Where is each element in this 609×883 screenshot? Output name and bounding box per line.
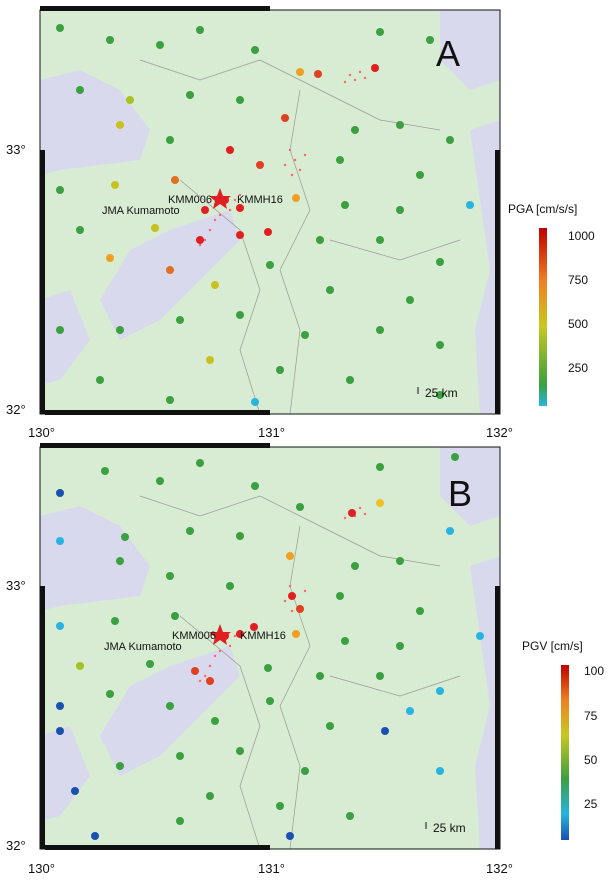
station-label-jma-kumamoto: JMA Kumamoto <box>104 641 182 653</box>
land-area <box>40 10 500 414</box>
boundary-line <box>139 495 441 567</box>
colorbar-title: PGV [cm/s] <box>522 639 583 653</box>
frame-bar <box>495 150 500 414</box>
boundary-line <box>139 59 441 131</box>
station-label-kmmh16: KMMH16 <box>240 630 286 642</box>
colorbar-tick: 500 <box>568 317 588 331</box>
frame-bar <box>40 443 270 448</box>
ariake-sea <box>40 70 150 175</box>
colorbar-tick: 50 <box>584 753 598 767</box>
colorbar-tick: 250 <box>568 361 588 375</box>
panel-a: KMM006 KMMH16 JMA Kumamoto A 25 km 33° 3… <box>0 0 609 441</box>
station-label-kmm006: KMM006 <box>172 630 216 642</box>
lat-label-33: 33° <box>6 578 26 593</box>
lon-label-130: 130° <box>28 425 55 440</box>
pga-map: KMM006 KMMH16 JMA Kumamoto A 25 km 33° 3… <box>6 6 595 440</box>
boundary-line <box>329 239 461 261</box>
colorbar <box>539 228 547 406</box>
land-area <box>40 447 500 849</box>
frame-bar <box>40 150 45 414</box>
lat-label-32: 32° <box>6 402 26 417</box>
lon-label-131: 131° <box>258 425 285 440</box>
pgv-map: KMM006 KMMH16 JMA Kumamoto B 25 km 33° 3… <box>6 443 604 876</box>
suo-sea <box>440 447 500 526</box>
colorbar-tick: 100 <box>584 664 604 678</box>
frame-bar <box>45 410 270 415</box>
lat-label-33: 33° <box>6 142 26 157</box>
yatsushiro-sea <box>100 646 240 776</box>
yatsushiro-sea <box>100 210 240 340</box>
pacific-sea <box>470 556 500 849</box>
station-label-kmmh16: KMMH16 <box>237 194 283 206</box>
panel-letter: A <box>436 33 460 74</box>
scale-label: 25 km <box>425 386 458 400</box>
boundary-line <box>279 89 311 415</box>
boundary-line <box>179 615 261 850</box>
colorbar <box>561 665 569 840</box>
colorbar-tick: 750 <box>568 273 588 287</box>
station-label-jma-kumamoto: JMA Kumamoto <box>102 205 180 217</box>
lat-label-32: 32° <box>6 838 26 853</box>
station-markers <box>56 453 484 840</box>
lon-label-131: 131° <box>258 861 285 876</box>
epicenter-star <box>209 624 231 645</box>
boundary-line <box>279 525 311 850</box>
panel-letter: B <box>448 473 472 514</box>
boundary-line <box>329 675 461 697</box>
boundary-line <box>179 179 261 415</box>
lon-label-132: 132° <box>486 425 513 440</box>
west-sea <box>40 726 90 821</box>
station-label-kmm006: KMM006 <box>168 194 212 206</box>
ariake-sea <box>40 506 150 611</box>
lon-label-132: 132° <box>486 861 513 876</box>
panel-b: KMM006 KMMH16 JMA Kumamoto B 25 km 33° 3… <box>0 441 609 882</box>
colorbar-tick: 25 <box>584 797 598 811</box>
frame-bar <box>45 845 270 850</box>
west-sea <box>40 290 90 385</box>
colorbar-tick: 1000 <box>568 229 595 243</box>
lon-label-130: 130° <box>28 861 55 876</box>
suo-sea <box>440 10 500 90</box>
pacific-sea <box>470 120 500 414</box>
colorbar-title: PGA [cm/s/s] <box>508 202 577 216</box>
frame-bar <box>40 586 45 849</box>
station-markers <box>56 24 474 406</box>
frame-bar <box>495 586 500 849</box>
frame-bar <box>40 6 270 11</box>
colorbar-tick: 75 <box>584 709 598 723</box>
scale-label: 25 km <box>433 821 466 835</box>
epicenter-star <box>209 188 231 209</box>
